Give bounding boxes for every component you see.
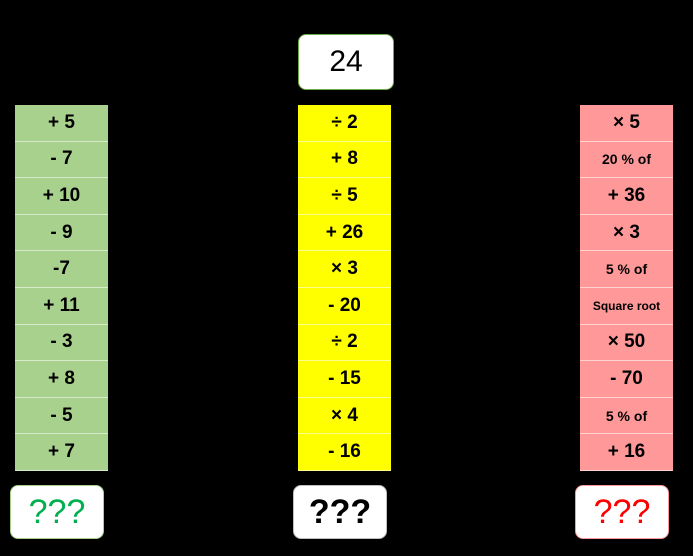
operation-cell: + 36 [580, 178, 673, 215]
operation-cell: - 16 [298, 434, 391, 471]
operation-cell: + 7 [15, 434, 108, 471]
operation-cell: ÷ 2 [298, 325, 391, 362]
operation-cell: + 5 [15, 105, 108, 142]
operation-column: + 5- 7 + 10- 9 -7 + 11- 3 + 8- 5 + 7 [15, 105, 108, 471]
operation-cell: - 5 [15, 398, 108, 435]
operation-cell: × 3 [298, 251, 391, 288]
answer-box: ??? [293, 485, 387, 539]
operation-cell: + 16 [580, 434, 673, 471]
answer-box: ??? [10, 485, 104, 539]
start-number: 24 [298, 34, 394, 90]
operation-cell: -7 [15, 251, 108, 288]
operation-cell: × 50 [580, 325, 673, 362]
operation-cell: × 5 [580, 105, 673, 142]
operation-cell: + 26 [298, 215, 391, 252]
operation-cell: - 20 [298, 288, 391, 325]
operation-cell: - 9 [15, 215, 108, 252]
operation-cell: Square root [580, 288, 673, 325]
operation-cell: - 7 [15, 142, 108, 179]
operation-column: ÷ 2 + 8 ÷ 5 + 26 × 3- 20 ÷ 2- 15 × 4- 16 [298, 105, 391, 471]
operation-cell: + 8 [15, 361, 108, 398]
operation-cell: + 11 [15, 288, 108, 325]
operation-cell: - 70 [580, 361, 673, 398]
operation-cell: + 10 [15, 178, 108, 215]
operation-cell: ÷ 2 [298, 105, 391, 142]
answer-box: ??? [575, 485, 669, 539]
operation-cell: × 3 [580, 215, 673, 252]
operation-cell: × 4 [298, 398, 391, 435]
operation-cell: - 3 [15, 325, 108, 362]
operation-cell: - 15 [298, 361, 391, 398]
operation-cell: 5 % of [580, 251, 673, 288]
operation-cell: 20 % of [580, 142, 673, 179]
operation-cell: ÷ 5 [298, 178, 391, 215]
operation-cell: + 8 [298, 142, 391, 179]
operation-cell: 5 % of [580, 398, 673, 435]
